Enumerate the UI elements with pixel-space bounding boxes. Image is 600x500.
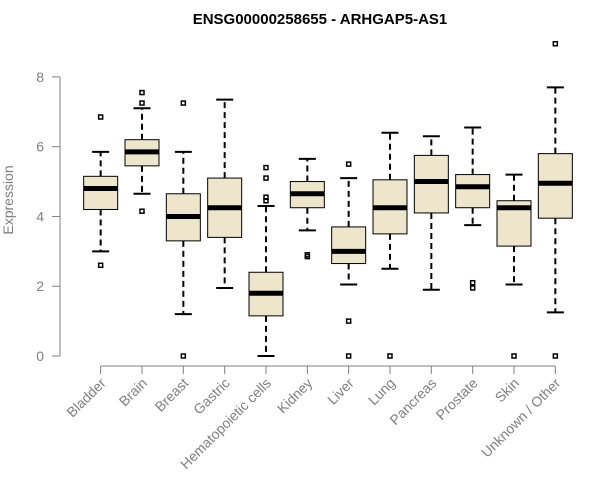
box-iqr [537, 153, 573, 219]
outlier-point [97, 114, 104, 120]
outlier-point [552, 353, 559, 359]
x-tick-label: Lung [365, 375, 398, 408]
box-skin [496, 173, 532, 359]
x-tick-label: Breast [152, 375, 192, 415]
box-lung [372, 131, 408, 359]
x-tick-label: Prostate [433, 375, 481, 423]
box-breast [165, 100, 201, 359]
outlier-point [511, 353, 517, 359]
box-iqr [83, 175, 119, 210]
x-tick-label: Skin [492, 375, 523, 406]
y-tick-label: 4 [36, 208, 44, 224]
outlier-point [263, 194, 269, 201]
box-gastric [207, 98, 243, 289]
x-tick-label: Bladder [63, 375, 109, 421]
outlier-point [304, 252, 311, 258]
y-axis-title: Expression [0, 165, 16, 234]
y-tick-label: 0 [36, 348, 44, 364]
outlier-point [469, 285, 476, 291]
box-kidney [289, 157, 325, 260]
outlier-point [139, 89, 145, 96]
outlier-point [180, 353, 187, 359]
outlier-point [469, 279, 476, 286]
boxes-group [83, 40, 573, 359]
chart-title: ENSG00000258655 - ARHGAP5-AS1 [193, 11, 448, 28]
y-tick-label: 8 [36, 69, 44, 85]
outlier-point [139, 208, 145, 214]
box-iqr [413, 154, 449, 214]
outlier-point [263, 175, 269, 181]
y-axis: 0 2 4 6 8 [36, 69, 61, 364]
box-iqr [455, 174, 491, 209]
y-tick-label: 6 [36, 139, 44, 155]
outlier-point [345, 353, 352, 359]
box-hematopoietic-cells [248, 164, 284, 357]
outlier-point [552, 40, 559, 47]
outlier-point [263, 164, 269, 171]
box-brain [124, 89, 160, 214]
box-pancreas [413, 135, 449, 291]
outlier-point [180, 100, 187, 106]
outlier-point [387, 353, 393, 359]
x-tick-label: Kidney [274, 375, 316, 417]
x-tick-label: Brain [116, 375, 150, 409]
x-tick-label: Liver [324, 375, 357, 408]
box-bladder [83, 114, 119, 269]
box-unknown-other [537, 40, 573, 359]
y-tick-label: 2 [36, 278, 44, 294]
outlier-point [97, 262, 104, 269]
box-liver [331, 161, 367, 359]
box-iqr [331, 226, 367, 265]
outlier-point [345, 161, 352, 167]
box-prostate [455, 126, 491, 291]
outlier-point [345, 318, 352, 324]
outlier-point [139, 100, 145, 106]
